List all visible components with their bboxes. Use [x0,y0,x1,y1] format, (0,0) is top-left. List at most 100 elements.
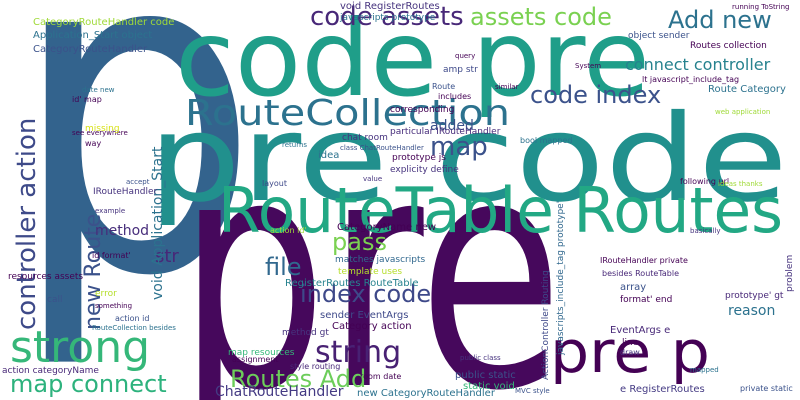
word: e RegisterRoutes [620,384,705,395]
word: RegisterRoutes RouteTable [285,278,418,289]
word: IRouteHandler [93,187,158,197]
word: assignment [232,355,279,364]
word: CategoryRouteHandler [33,44,148,55]
word: javascripts prototype [339,13,436,23]
word: returns [282,141,307,149]
word: action id [115,314,149,323]
word: see everywhere [72,129,128,137]
word: pre code [148,90,788,229]
word: MVC style [515,387,550,395]
word: System [575,62,601,70]
word: sender EventArgs [320,310,408,321]
word: void RegisterRoutes [340,1,440,12]
word: corresponding [390,105,454,115]
word: pass [332,228,387,256]
word: void Application_Start [150,146,166,300]
word: strong [10,322,150,373]
word: way [85,139,101,148]
word: EventArgs e [610,325,670,336]
word: chat room [342,133,388,143]
word: style routing [290,362,340,371]
word: action id' [270,226,307,235]
word: code assets [310,2,464,32]
word: object sender [628,31,690,41]
word: id' map [72,95,102,104]
word: matches javascripts [335,255,425,265]
word: assets code [470,3,612,31]
word: class ChatRouteHandler [340,144,424,152]
word: prototype js [392,153,446,163]
word: draw [620,348,640,357]
word: amp str [443,65,478,75]
word: file [265,253,302,281]
word: javascripts_include_tag prototype' [556,201,566,356]
word: pre p [550,318,710,386]
word: method gt [282,328,329,338]
word: bool mapped [520,136,572,145]
word: error [95,289,117,299]
word: date new [82,86,115,94]
word: CategoryRouteHandler code [33,17,174,28]
word: method [95,223,149,239]
word: array [620,282,646,293]
word: similar [495,83,519,91]
word: basically [690,227,721,235]
word: line [622,338,639,348]
word: running ToString [732,3,790,11]
word: value [363,175,382,183]
word: CategoryName new [337,222,436,233]
word: besides RouteTable [602,269,679,278]
word: ChatRouteHandler [215,384,344,400]
word: Routes collection [690,41,767,51]
word: example [95,207,125,215]
word: lt javascript_include_tag [642,75,739,84]
word: str [155,246,179,267]
word: layout [262,179,287,188]
word: added [430,118,474,134]
word: new CategoryRouteHandler [357,388,496,399]
word: p [10,0,260,375]
word: web application [715,108,770,116]
word: query [455,52,475,60]
word: static void [463,381,515,392]
word: includes [438,92,471,101]
word: resources assets [8,272,83,282]
word: accept [126,178,150,186]
word: connect controller [625,55,771,74]
word: RouteCollection besides [92,324,176,332]
word: id format' [92,251,131,260]
word: public static [455,370,516,381]
word: mapped [690,366,719,374]
word: missing [85,124,120,134]
word: code index [530,81,661,109]
word: IRouteHandler private [600,256,688,265]
word: prototype' gt [725,291,784,301]
word: call [47,295,62,305]
word: RouteCollection [185,93,510,134]
word: Category action [332,321,412,332]
word: idea [318,150,339,161]
word: pre [178,89,563,400]
word: format' end [620,295,672,305]
word: map [430,132,488,162]
word: something [95,302,132,310]
word: Application_Start object [33,30,152,41]
word: controller action [12,118,42,330]
word: room date [360,372,401,381]
word: public class [460,354,501,362]
word: template uses [338,267,402,277]
word: string [315,335,401,370]
word: Routes Add [230,365,366,393]
word: explicity define [390,165,459,175]
word: private static [740,384,793,393]
word: action categoryName [2,366,99,376]
word: following url [680,177,729,186]
word: RouteTable Routes [218,174,783,247]
word: particular IRouteHandler [390,127,501,137]
word: Route Category [708,84,786,95]
word: ideas thanks [718,180,763,188]
word: map resources [228,348,295,358]
word: reason [728,303,775,319]
